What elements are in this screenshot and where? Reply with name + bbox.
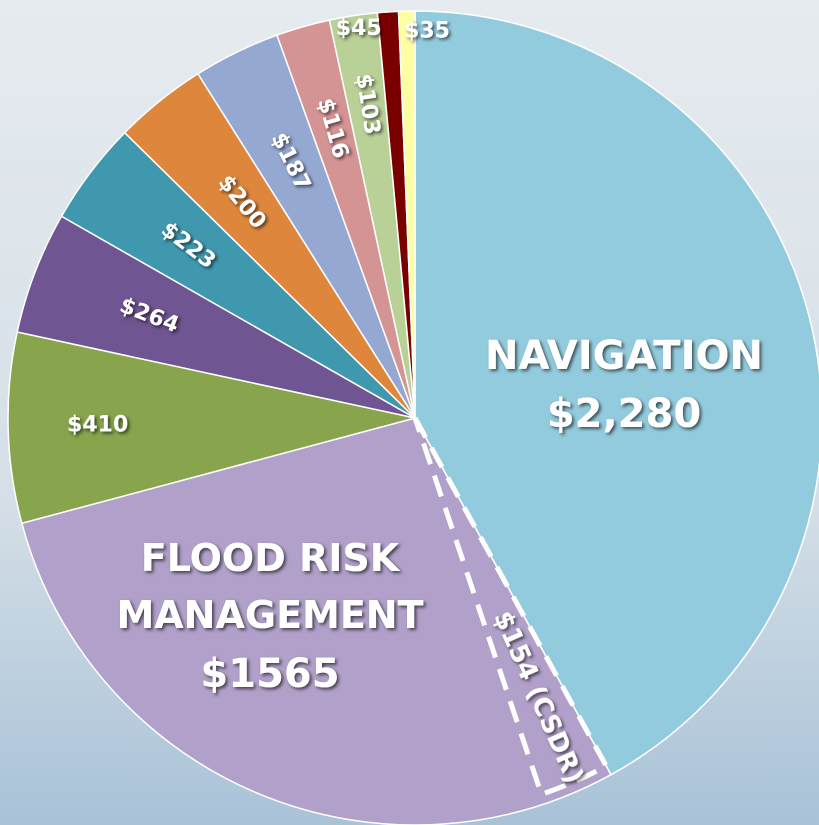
- page: $410$264$223$200$187$116$103$45$35$154 (…: [0, 0, 819, 825]
- value-label: $35: [404, 18, 450, 43]
- value-label: $410: [67, 413, 128, 438]
- value-label: $1565: [200, 651, 339, 697]
- value-label: $2,280: [547, 391, 701, 437]
- value-label: $45: [336, 16, 382, 41]
- category-label: NAVIGATION: [485, 333, 763, 379]
- chart: $410$264$223$200$187$116$103$45$35$154 (…: [0, 0, 819, 825]
